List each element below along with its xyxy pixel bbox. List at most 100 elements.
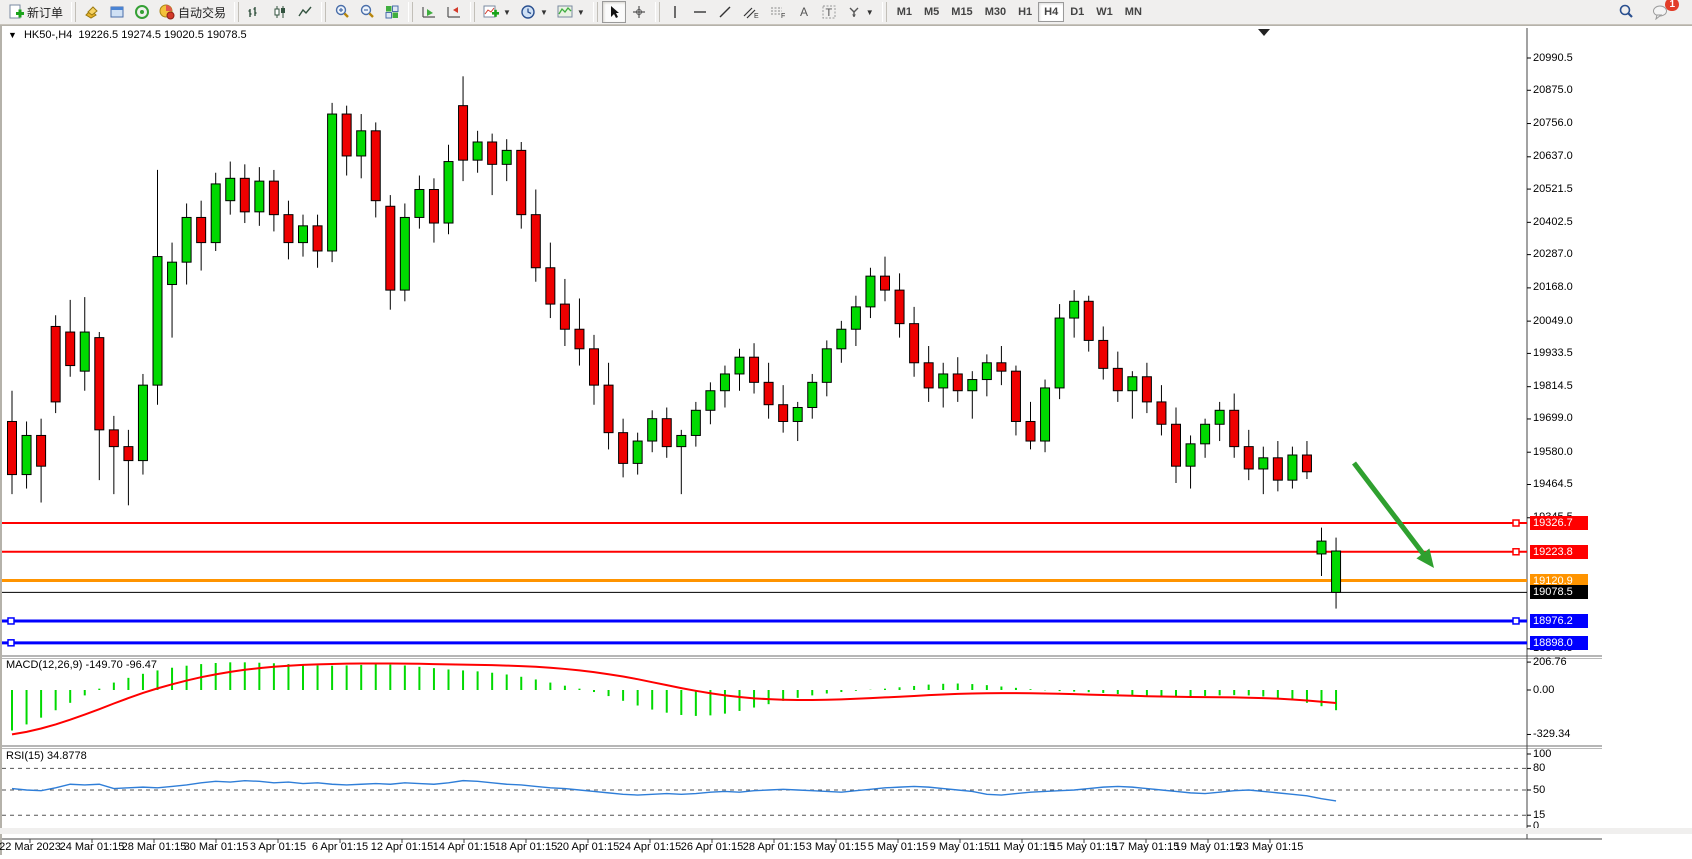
zoom-out-button[interactable] bbox=[355, 1, 379, 23]
chevron-down-icon: ▼ bbox=[576, 7, 585, 17]
candle bbox=[94, 332, 105, 481]
candle bbox=[298, 214, 308, 257]
candle bbox=[254, 167, 265, 226]
signal-button[interactable] bbox=[130, 1, 154, 23]
vertical-line-icon bbox=[674, 6, 676, 18]
templates-button[interactable]: ▼ bbox=[553, 1, 589, 23]
indicators-button[interactable]: ▼ bbox=[479, 1, 515, 23]
candle bbox=[516, 141, 527, 229]
candle bbox=[152, 169, 163, 405]
zoom-out-icon bbox=[360, 4, 374, 18]
time-axis-label: 3 May 01:15 bbox=[805, 841, 867, 853]
fibonacci-tool-button[interactable]: F bbox=[765, 1, 791, 23]
search-button[interactable] bbox=[1614, 1, 1638, 23]
time-axis-label: 30 Mar 01:15 bbox=[183, 841, 249, 853]
chart-shift-icon bbox=[447, 7, 461, 18]
candle bbox=[705, 382, 716, 425]
candle bbox=[1083, 295, 1094, 352]
candle bbox=[923, 346, 934, 402]
candle bbox=[443, 144, 454, 235]
autotrade-icon bbox=[159, 4, 175, 20]
new-order-button[interactable]: 新订单 bbox=[4, 1, 67, 23]
candlestick-chart-button[interactable] bbox=[268, 1, 292, 23]
line-handle[interactable] bbox=[7, 617, 15, 625]
line-chart-icon bbox=[298, 6, 312, 17]
time-axis-label: 28 Mar 01:15 bbox=[121, 841, 187, 853]
timeframe-button-h4[interactable]: H4 bbox=[1038, 2, 1065, 22]
line-handle[interactable] bbox=[1512, 519, 1520, 527]
vertical-line-tool-button[interactable] bbox=[664, 1, 687, 23]
zoom-in-button[interactable] bbox=[330, 1, 354, 23]
rsi-axis-tick: 15 bbox=[1533, 809, 1546, 822]
candle bbox=[1316, 527, 1327, 577]
timeframe-button-mn[interactable]: MN bbox=[1124, 6, 1142, 18]
timeframe-button-w1[interactable]: W1 bbox=[1096, 6, 1113, 18]
crosshair-tool-button[interactable] bbox=[627, 1, 651, 23]
time-axis-label: 18 Apr 01:15 bbox=[494, 841, 558, 853]
chart-window[interactable]: ▼ HK50-,H4 19226.5 19274.5 19020.5 19078… bbox=[0, 25, 1692, 855]
chat-button[interactable]: 1 bbox=[1648, 0, 1679, 23]
autotrade-button[interactable]: 自动交易 bbox=[155, 1, 230, 23]
candle bbox=[603, 362, 614, 450]
chevron-down-icon: ▼ bbox=[539, 7, 548, 17]
auto-scroll-button[interactable] bbox=[417, 1, 441, 23]
new-chart-button[interactable] bbox=[80, 1, 104, 23]
candle bbox=[239, 164, 250, 224]
bar-chart-button[interactable] bbox=[243, 1, 267, 23]
candle bbox=[1156, 385, 1167, 436]
text-label-tool-button[interactable]: T bbox=[817, 1, 841, 23]
line-handle[interactable] bbox=[1512, 548, 1520, 556]
horizontal-line-tool-button[interactable] bbox=[688, 1, 712, 23]
chart-shift-button[interactable] bbox=[442, 1, 466, 23]
price-axis-tick: 19933.5 bbox=[1533, 346, 1573, 359]
candle bbox=[1069, 290, 1080, 338]
candle bbox=[312, 214, 323, 268]
candle bbox=[952, 357, 963, 402]
time-axis-label: 24 Mar 01:15 bbox=[59, 841, 125, 853]
tile-windows-button[interactable] bbox=[380, 1, 404, 23]
price-axis-tick: 20287.0 bbox=[1533, 248, 1573, 261]
signal-icon bbox=[135, 5, 150, 19]
timeframe-button-m15[interactable]: M15 bbox=[951, 6, 973, 18]
candle bbox=[1214, 401, 1225, 442]
periods-button[interactable]: ▼ bbox=[516, 1, 552, 23]
cursor-tool-button[interactable] bbox=[601, 1, 626, 23]
timeframe-button-m30[interactable]: M30 bbox=[984, 6, 1007, 18]
shift-marker-icon[interactable] bbox=[1258, 29, 1270, 36]
timeframe-button-m1[interactable]: M1 bbox=[896, 6, 912, 18]
candle bbox=[996, 346, 1007, 386]
price-axis-tick: 20168.0 bbox=[1533, 281, 1573, 294]
line-handle[interactable] bbox=[7, 639, 15, 647]
symbol-period-label: HK50-,H4 bbox=[23, 29, 73, 41]
new-order-label: 新订单 bbox=[27, 5, 64, 20]
new-order-icon bbox=[9, 4, 24, 19]
line-handle[interactable] bbox=[1512, 617, 1520, 625]
candle bbox=[428, 178, 439, 243]
trendline-tool-button[interactable] bbox=[713, 1, 737, 23]
candle bbox=[967, 371, 978, 419]
time-axis-label: 26 Apr 01:15 bbox=[680, 841, 744, 853]
candle bbox=[79, 297, 90, 391]
trend-arrow[interactable] bbox=[1352, 461, 1428, 559]
timeframe-button-d1[interactable]: D1 bbox=[1070, 6, 1085, 18]
arrows-tool-button[interactable]: ▼ bbox=[842, 1, 878, 23]
rsi-line bbox=[11, 779, 1337, 802]
collapse-caret-icon[interactable]: ▼ bbox=[8, 30, 17, 40]
rsi-axis-tick: 0 bbox=[1533, 820, 1540, 832]
time-axis-label: 17 May 01:15 bbox=[1112, 841, 1180, 853]
separator bbox=[71, 2, 77, 22]
profiles-icon bbox=[110, 6, 124, 18]
candle bbox=[1141, 362, 1152, 414]
profiles-button[interactable] bbox=[105, 1, 129, 23]
candlestick-chart-icon bbox=[274, 6, 286, 18]
timeframe-button-m5[interactable]: M5 bbox=[924, 6, 940, 18]
chevron-down-icon: ▼ bbox=[865, 7, 874, 17]
autotrade-label: 自动交易 bbox=[178, 5, 227, 20]
text-tool-button[interactable]: A bbox=[792, 1, 816, 23]
timeframe-button-h1[interactable]: H1 bbox=[1018, 6, 1033, 18]
channel-tool-button[interactable]: E bbox=[738, 1, 764, 23]
line-chart-button[interactable] bbox=[293, 1, 317, 23]
candle bbox=[385, 195, 396, 310]
chart-canvas[interactable] bbox=[2, 28, 1692, 854]
candle bbox=[690, 401, 701, 447]
